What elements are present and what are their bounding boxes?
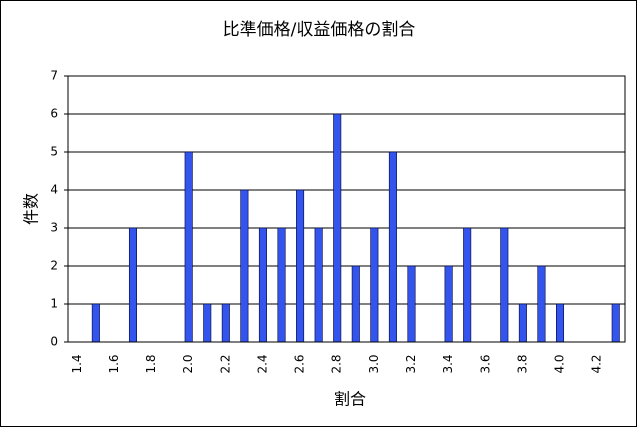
bar bbox=[407, 265, 416, 343]
x-axis-title: 割合 bbox=[334, 390, 366, 409]
bar bbox=[463, 227, 472, 343]
plot-area bbox=[67, 75, 626, 343]
bar bbox=[611, 303, 620, 343]
bar bbox=[518, 303, 527, 343]
x-tick-label: 3.4 bbox=[441, 354, 455, 373]
y-tick-label: 1 bbox=[50, 297, 58, 311]
x-tick-label: 3.2 bbox=[404, 354, 418, 373]
x-tick-label: 3.0 bbox=[367, 354, 381, 373]
x-tick-label: 2.8 bbox=[330, 354, 344, 373]
x-tick-label: 2.6 bbox=[293, 354, 307, 373]
x-tick-label: 1.4 bbox=[70, 354, 84, 373]
y-tick-label: 6 bbox=[50, 107, 58, 121]
x-tick-label: 2.0 bbox=[181, 354, 195, 373]
bar bbox=[277, 227, 286, 343]
bar bbox=[333, 113, 342, 343]
bar bbox=[500, 227, 509, 343]
bar bbox=[91, 303, 100, 343]
bar bbox=[258, 227, 267, 343]
y-tick-label: 7 bbox=[50, 69, 58, 83]
y-tick-label: 5 bbox=[50, 145, 58, 159]
bar bbox=[556, 303, 565, 343]
x-tick-label: 4.0 bbox=[553, 354, 567, 373]
chart-title: 比準価格/収益価格の割合 bbox=[223, 20, 416, 40]
x-tick-label: 3.6 bbox=[478, 354, 492, 373]
y-tick-label: 0 bbox=[50, 335, 58, 349]
x-tick-label: 2.4 bbox=[255, 354, 269, 373]
bar bbox=[128, 227, 137, 343]
x-tick-label: 3.8 bbox=[515, 354, 529, 373]
bar bbox=[370, 227, 379, 343]
x-tick-label: 4.2 bbox=[590, 354, 604, 373]
y-tick-label: 3 bbox=[50, 221, 58, 235]
x-tick-label: 2.2 bbox=[218, 354, 232, 373]
y-tick-label: 2 bbox=[50, 259, 58, 273]
x-tick-label: 1.8 bbox=[144, 354, 158, 373]
bar bbox=[203, 303, 212, 343]
bar bbox=[444, 265, 453, 343]
bar bbox=[221, 303, 230, 343]
bar bbox=[351, 265, 360, 343]
bar bbox=[314, 227, 323, 343]
bar bbox=[184, 151, 193, 343]
x-tick-label: 1.6 bbox=[107, 354, 121, 373]
bar bbox=[240, 189, 249, 343]
bar bbox=[537, 265, 546, 343]
bar bbox=[296, 189, 305, 343]
y-tick-label: 4 bbox=[50, 183, 58, 197]
bar bbox=[388, 151, 397, 343]
y-axis-title: 件数 bbox=[22, 193, 41, 225]
